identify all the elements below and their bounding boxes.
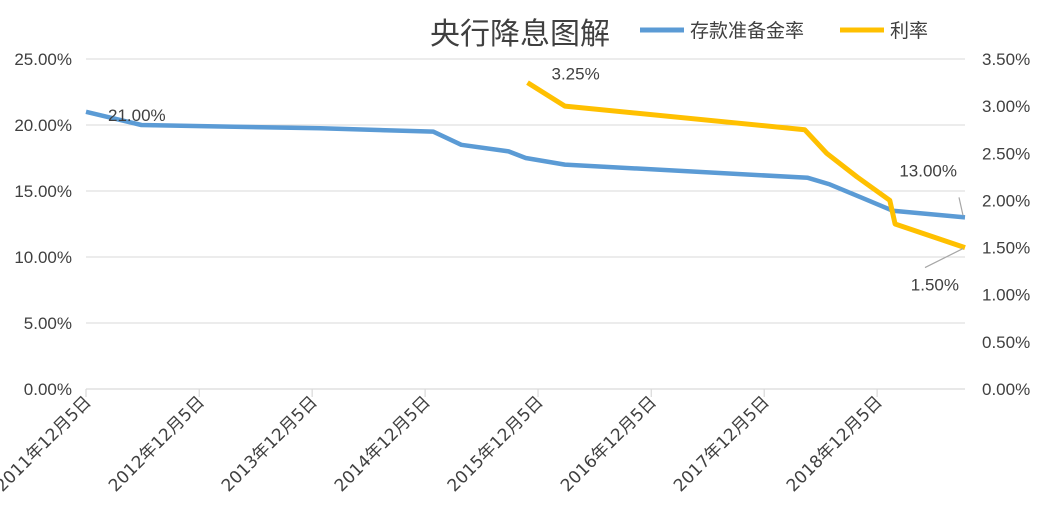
x-tick-label-7: 2018年12月5日 <box>783 392 887 496</box>
data-label-1: 3.25% <box>552 65 600 84</box>
legend-label-interest-rate: 利率 <box>890 20 928 42</box>
x-tick-label-0: 2011年12月5日 <box>0 392 96 496</box>
y-left-tick-label-3: 15.00% <box>14 182 72 201</box>
data-labels: 21.00% 3.25% 13.00% 1.50% <box>108 65 964 295</box>
y-right-tick-label-5: 2.50% <box>982 144 1030 163</box>
series-line-1 <box>526 80 966 250</box>
y-right-tick-label-3: 1.50% <box>982 239 1030 258</box>
data-label-leader-2 <box>958 197 964 216</box>
data-label-3: 1.50% <box>911 276 959 295</box>
legend-label-reserve-ratio: 存款准备金率 <box>690 20 804 42</box>
y-left-tick-label-2: 10.00% <box>14 248 72 267</box>
y-left-tick-label-1: 5.00% <box>24 314 72 333</box>
data-label-0: 21.00% <box>108 106 166 125</box>
title-and-legend: 央行降息图解 存款准备金率 利率 <box>430 17 928 52</box>
y-right-tick-label-6: 3.00% <box>982 97 1030 116</box>
y-left-tick-label-5: 25.00% <box>14 50 72 69</box>
y-left-tick-label-4: 20.00% <box>14 116 72 135</box>
y-left-tick-label-0: 0.00% <box>24 380 72 399</box>
y-right-tick-label-1: 0.50% <box>982 333 1030 352</box>
chart-title: 央行降息图解 <box>430 17 610 52</box>
x-tick-label-1: 2012年12月5日 <box>105 392 209 496</box>
gridlines <box>86 58 965 324</box>
x-tick-label-3: 2014年12月5日 <box>331 392 435 496</box>
data-label-leader-3 <box>924 248 964 269</box>
series-line-0 <box>85 109 966 220</box>
x-tick-label-4: 2015年12月5日 <box>444 392 548 496</box>
y-right-tick-label-7: 3.50% <box>982 50 1030 69</box>
data-label-2: 13.00% <box>899 161 957 180</box>
x-tick-label-2: 2013年12月5日 <box>218 392 322 496</box>
y-right-tick-label-0: 0.00% <box>982 380 1030 399</box>
y-right-tick-label-2: 1.00% <box>982 286 1030 305</box>
x-tick-label-6: 2017年12月5日 <box>670 392 774 496</box>
x-tick-label-5: 2016年12月5日 <box>557 392 661 496</box>
series-lines <box>85 80 966 250</box>
y-right-tick-label-4: 2.00% <box>982 191 1030 210</box>
